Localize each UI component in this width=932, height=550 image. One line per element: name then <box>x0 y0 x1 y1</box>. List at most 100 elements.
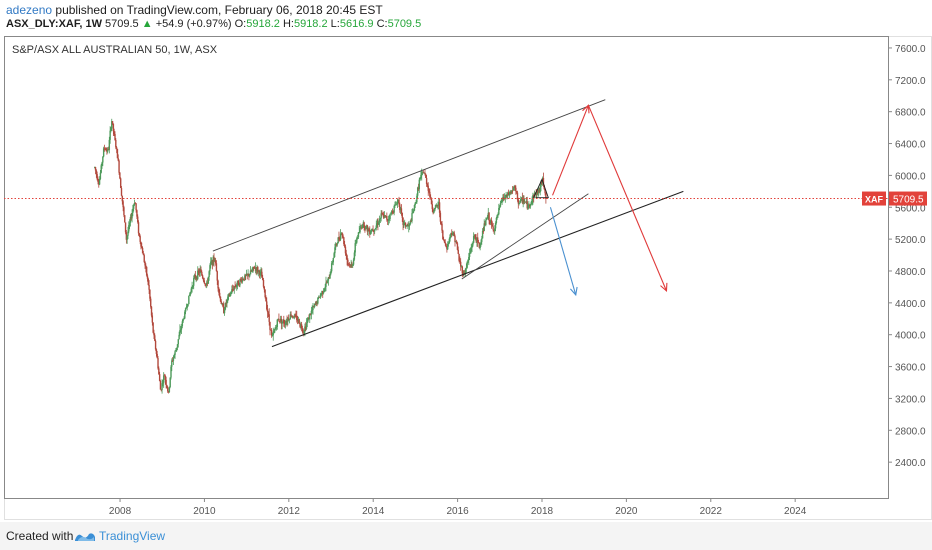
candle-body <box>378 218 381 223</box>
candle-body <box>424 172 426 175</box>
candle-body <box>361 224 364 229</box>
candle-body <box>339 239 341 240</box>
candle-body <box>145 266 148 276</box>
candle-body <box>372 229 374 231</box>
candle-body <box>464 268 467 275</box>
candle-body <box>203 280 205 284</box>
candle-body <box>270 329 272 331</box>
candle-body <box>221 304 223 305</box>
candle-body <box>223 306 225 314</box>
candle-body <box>385 216 387 217</box>
candle-body <box>421 172 423 175</box>
candle-body <box>346 255 348 260</box>
candle-body <box>244 275 246 281</box>
y-tick-label: 6400.0 <box>895 140 926 151</box>
tradingview-logo-icon[interactable] <box>74 529 96 543</box>
candle-body <box>389 213 391 220</box>
candle-body <box>218 288 220 293</box>
candle-body <box>135 203 137 211</box>
candle-body <box>236 280 239 285</box>
y-tick-label: 2800.0 <box>895 426 926 437</box>
candle-body <box>120 188 123 196</box>
candle-body <box>133 203 136 206</box>
candle-body <box>111 121 113 129</box>
candle-body <box>167 391 170 393</box>
candle-body <box>408 225 410 227</box>
candle-body <box>172 357 175 361</box>
candle-body <box>360 227 362 229</box>
candle-body <box>474 234 476 238</box>
candle-body <box>364 227 366 229</box>
candle-body <box>535 193 537 196</box>
candle-body <box>511 190 514 192</box>
x-axis[interactable]: 2008 2010 2012 2014 2016 2018 2020 2022 2024 <box>109 498 807 517</box>
candle-body <box>347 259 349 264</box>
candle-body <box>459 260 461 262</box>
candle-body <box>455 241 457 243</box>
candle-body <box>538 189 541 193</box>
candle-body <box>292 317 295 319</box>
candle-body <box>329 274 331 279</box>
candle-body <box>530 201 532 204</box>
chart-area[interactable]: S&P/ASX ALL AUSTRALIAN 50, 1W, ASX 2400.… <box>4 36 932 520</box>
candle-body <box>116 148 119 159</box>
candle-body <box>399 204 401 211</box>
candle-body <box>465 267 468 269</box>
candle-body <box>448 238 451 243</box>
candle-body <box>294 315 296 317</box>
price-chart[interactable]: S&P/ASX ALL AUSTRALIAN 50, 1W, ASX 2400.… <box>4 36 932 520</box>
candle-body <box>377 223 379 225</box>
tradingview-brand[interactable]: TradingView <box>99 529 166 543</box>
candle-body <box>296 315 298 321</box>
drawings <box>212 99 684 348</box>
symbol-name[interactable]: ASX_DLY:XAF, 1W <box>6 18 102 30</box>
candle-body <box>98 178 101 185</box>
candle-body <box>328 277 330 279</box>
candle-body <box>234 286 236 288</box>
candle-body <box>115 139 117 148</box>
candle-body <box>138 233 141 237</box>
candle-body <box>269 321 271 330</box>
candle-body <box>281 321 283 324</box>
candle-body <box>159 380 162 390</box>
candle-body <box>134 203 136 204</box>
candle-body <box>526 201 528 209</box>
candle-body <box>192 285 194 288</box>
y-axis[interactable]: 2400.0 2800.0 3200.0 3600.0 4000.0 4400.0 4800… <box>888 44 926 469</box>
candle-body <box>231 289 233 294</box>
candle-body <box>398 199 400 205</box>
x-tick-label: 2020 <box>615 506 638 517</box>
candle-body <box>536 191 538 196</box>
candle-body <box>514 186 516 188</box>
candle-body <box>481 238 483 242</box>
candle-body <box>365 226 367 229</box>
candle-body <box>436 205 438 206</box>
candle-body <box>528 205 531 207</box>
candle-body <box>113 131 115 134</box>
candle-body <box>504 196 507 199</box>
red-arrow-down-head <box>660 282 668 293</box>
candle-body <box>509 192 511 195</box>
candle-body <box>515 187 517 192</box>
candle-body <box>520 199 522 201</box>
candle-body <box>110 128 112 131</box>
candle-body <box>492 226 494 230</box>
candle-body <box>152 322 154 333</box>
candle-body <box>350 264 352 267</box>
candle-body <box>369 231 371 235</box>
candle-body <box>355 242 357 244</box>
author-link[interactable]: adezeno <box>6 3 53 17</box>
candle-body <box>501 199 503 201</box>
candle-body <box>157 358 159 369</box>
candle-body <box>403 222 405 225</box>
candle-body <box>396 201 399 205</box>
candle-body <box>369 231 372 235</box>
candle-body <box>197 270 200 273</box>
candle-body <box>512 188 515 191</box>
candle-body <box>297 319 300 321</box>
candle-body <box>106 149 108 152</box>
candle-body <box>356 238 358 243</box>
candle-body <box>447 244 449 250</box>
candle-body <box>154 340 157 350</box>
candle-body <box>275 326 278 328</box>
